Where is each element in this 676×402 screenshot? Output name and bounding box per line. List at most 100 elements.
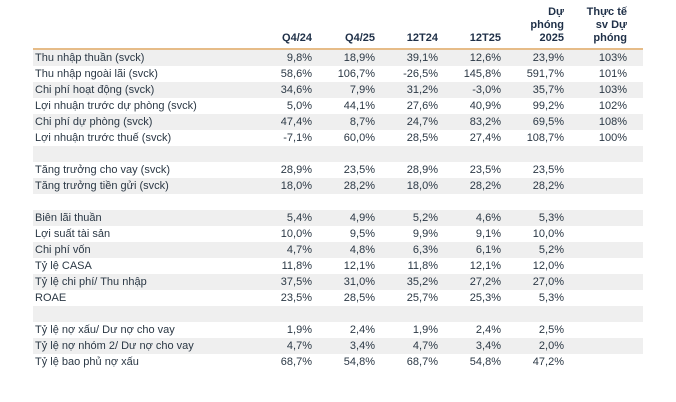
table-row: Chi phí hoạt động (svck) 34,6% 7,9% 31,2% -3… (33, 82, 643, 98)
cell-value (564, 210, 643, 226)
table-row: Chi phí dự phòng (svck) 47,4% 8,7% 24,7% 83,… (33, 114, 643, 130)
table-row: Lợi suất tài sản 10,0% 9,5% 9,9% 9,1% 10,0% (33, 226, 643, 242)
cell-value: 3,4% (475, 340, 501, 352)
cell-value: 145,8% (463, 68, 501, 80)
row-label: Chi phí dự phòng (svck) (35, 116, 153, 128)
cell-value: 9,9% (412, 228, 438, 240)
cell-value: 9,5% (349, 228, 375, 240)
cell-value: 11,8% (407, 260, 438, 272)
cell-value: 23,5% (469, 164, 501, 176)
cell-value (564, 354, 643, 370)
header-du-phong-2025: Dự phóng 2025 (501, 2, 564, 50)
table-body: Thu nhập thuần (svck) 9,8% 18,9% 39,1% 12,6%… (33, 49, 643, 370)
cell-value: 10,0% (532, 228, 564, 240)
cell-value (564, 178, 643, 194)
cell-value (564, 194, 643, 210)
cell-value: 2,4% (475, 324, 501, 336)
cell-value: 39,1% (406, 52, 438, 64)
row-label (33, 146, 242, 162)
row-label: Chi phí vốn (35, 244, 91, 256)
table-row: Tỷ lệ CASA 11,8% 12,1% 11,8% 12,1% 12,0% (33, 258, 643, 274)
cell-value (501, 194, 564, 210)
cell-value: 12,6% (469, 52, 501, 64)
table-row: Thu nhập ngoài lãi (svck) 58,6% 106,7% -26,… (33, 66, 643, 82)
cell-value: 28,2% (343, 180, 375, 192)
cell-value: 5,2% (412, 212, 438, 224)
table-row: Tỷ lệ nợ xấu/ Dư nợ cho vay 1,9% 2,4% 1,9% 2… (33, 322, 643, 338)
cell-value (564, 226, 643, 242)
cell-value: 9,8% (286, 52, 312, 64)
spacer-row (33, 194, 643, 210)
cell-value: 28,2% (469, 180, 501, 192)
row-label: Lợi nhuận trước dự phòng (svck) (35, 100, 197, 112)
financial-metrics-table: Q4/24 Q4/25 12T24 12T25 Dự phóng 2025 Th… (33, 2, 643, 370)
cell-value: 6,1% (475, 244, 501, 256)
cell-value (564, 274, 643, 290)
spacer-row (33, 306, 643, 322)
row-label: Tỷ lệ CASA (35, 260, 92, 272)
cell-value: 1,9% (286, 324, 312, 336)
cell-value (438, 146, 501, 162)
header-label-column (33, 2, 242, 50)
header-row: Q4/24 Q4/25 12T24 12T25 Dự phóng 2025 Th… (33, 2, 643, 50)
cell-value (564, 242, 643, 258)
row-label: Tỷ lệ nợ xấu/ Dư nợ cho vay (35, 324, 175, 336)
cell-value (375, 194, 438, 210)
cell-value: 25,7% (406, 292, 438, 304)
table-row: Lợi nhuận trước dự phòng (svck) 5,0% 44,1%… (33, 98, 643, 114)
cell-value: 23,9% (532, 52, 564, 64)
cell-value (242, 146, 312, 162)
table-row: Tăng trưởng tiền gửi (svck) 18,0% 28,2% 18,… (33, 178, 643, 194)
table-row: Tỷ lệ chi phí/ Thu nhập 37,5% 31,0% 35,2% 27… (33, 274, 643, 290)
row-label: Thu nhập thuần (svck) (35, 52, 145, 64)
cell-value: 58,6% (280, 68, 312, 80)
cell-value: 1,9% (412, 324, 438, 336)
table-row: Lợi nhuận trước thuế (svck) -7,1% 60,0% 28,… (33, 130, 643, 146)
cell-value: 28,9% (406, 164, 438, 176)
cell-value: 28,2% (532, 180, 564, 192)
cell-value: 18,9% (343, 52, 375, 64)
cell-value: 7,9% (349, 84, 375, 96)
cell-value: 18,0% (406, 180, 438, 192)
cell-value: -7,1% (283, 132, 312, 144)
cell-value: 10,0% (280, 228, 312, 240)
cell-value (564, 162, 643, 178)
cell-value (564, 338, 643, 354)
cell-value (501, 146, 564, 162)
cell-value (564, 290, 643, 306)
cell-value: -3,0% (472, 84, 501, 96)
cell-value: 28,5% (406, 132, 438, 144)
row-label: Tăng trưởng cho vay (svck) (35, 164, 171, 176)
cell-value: 40,9% (469, 100, 501, 112)
row-label: Tỷ lệ nợ nhóm 2/ Dư nợ cho vay (35, 340, 194, 352)
header-12t25: 12T25 (438, 2, 501, 50)
table-row: ROAE 23,5% 28,5% 25,7% 25,3% 5,3% (33, 290, 643, 306)
cell-value (375, 146, 438, 162)
cell-value: 591,7% (526, 68, 564, 80)
cell-value: 35,2% (406, 276, 438, 288)
cell-value: 68,7% (406, 356, 438, 368)
cell-value (564, 258, 643, 274)
cell-value: 4,9% (349, 212, 375, 224)
header-12t24: 12T24 (375, 2, 438, 50)
cell-value: 11,8% (281, 260, 312, 272)
financial-metrics-table-wrap: Q4/24 Q4/25 12T24 12T25 Dự phóng 2025 Th… (33, 2, 643, 370)
cell-value: -26,5% (403, 68, 438, 80)
cell-value: 4,6% (475, 212, 501, 224)
row-label: Thu nhập ngoài lãi (svck) (35, 68, 158, 80)
cell-value: 31,2% (406, 84, 438, 96)
cell-value: 4,8% (349, 244, 375, 256)
cell-value: 27,6% (406, 100, 438, 112)
cell-value (242, 194, 312, 210)
cell-value: 2,0% (538, 340, 564, 352)
cell-value (438, 306, 501, 322)
cell-value: 2,4% (349, 324, 375, 336)
cell-value (564, 306, 643, 322)
cell-value: 54,8% (469, 356, 501, 368)
cell-value (312, 146, 375, 162)
cell-value: 4,7% (286, 340, 312, 352)
table-row: Chi phí vốn 4,7% 4,8% 6,3% 6,1% 5,2% (33, 242, 643, 258)
cell-value: 28,9% (280, 164, 312, 176)
header-q4-25: Q4/25 (312, 2, 375, 50)
cell-value: 37,5% (280, 276, 312, 288)
